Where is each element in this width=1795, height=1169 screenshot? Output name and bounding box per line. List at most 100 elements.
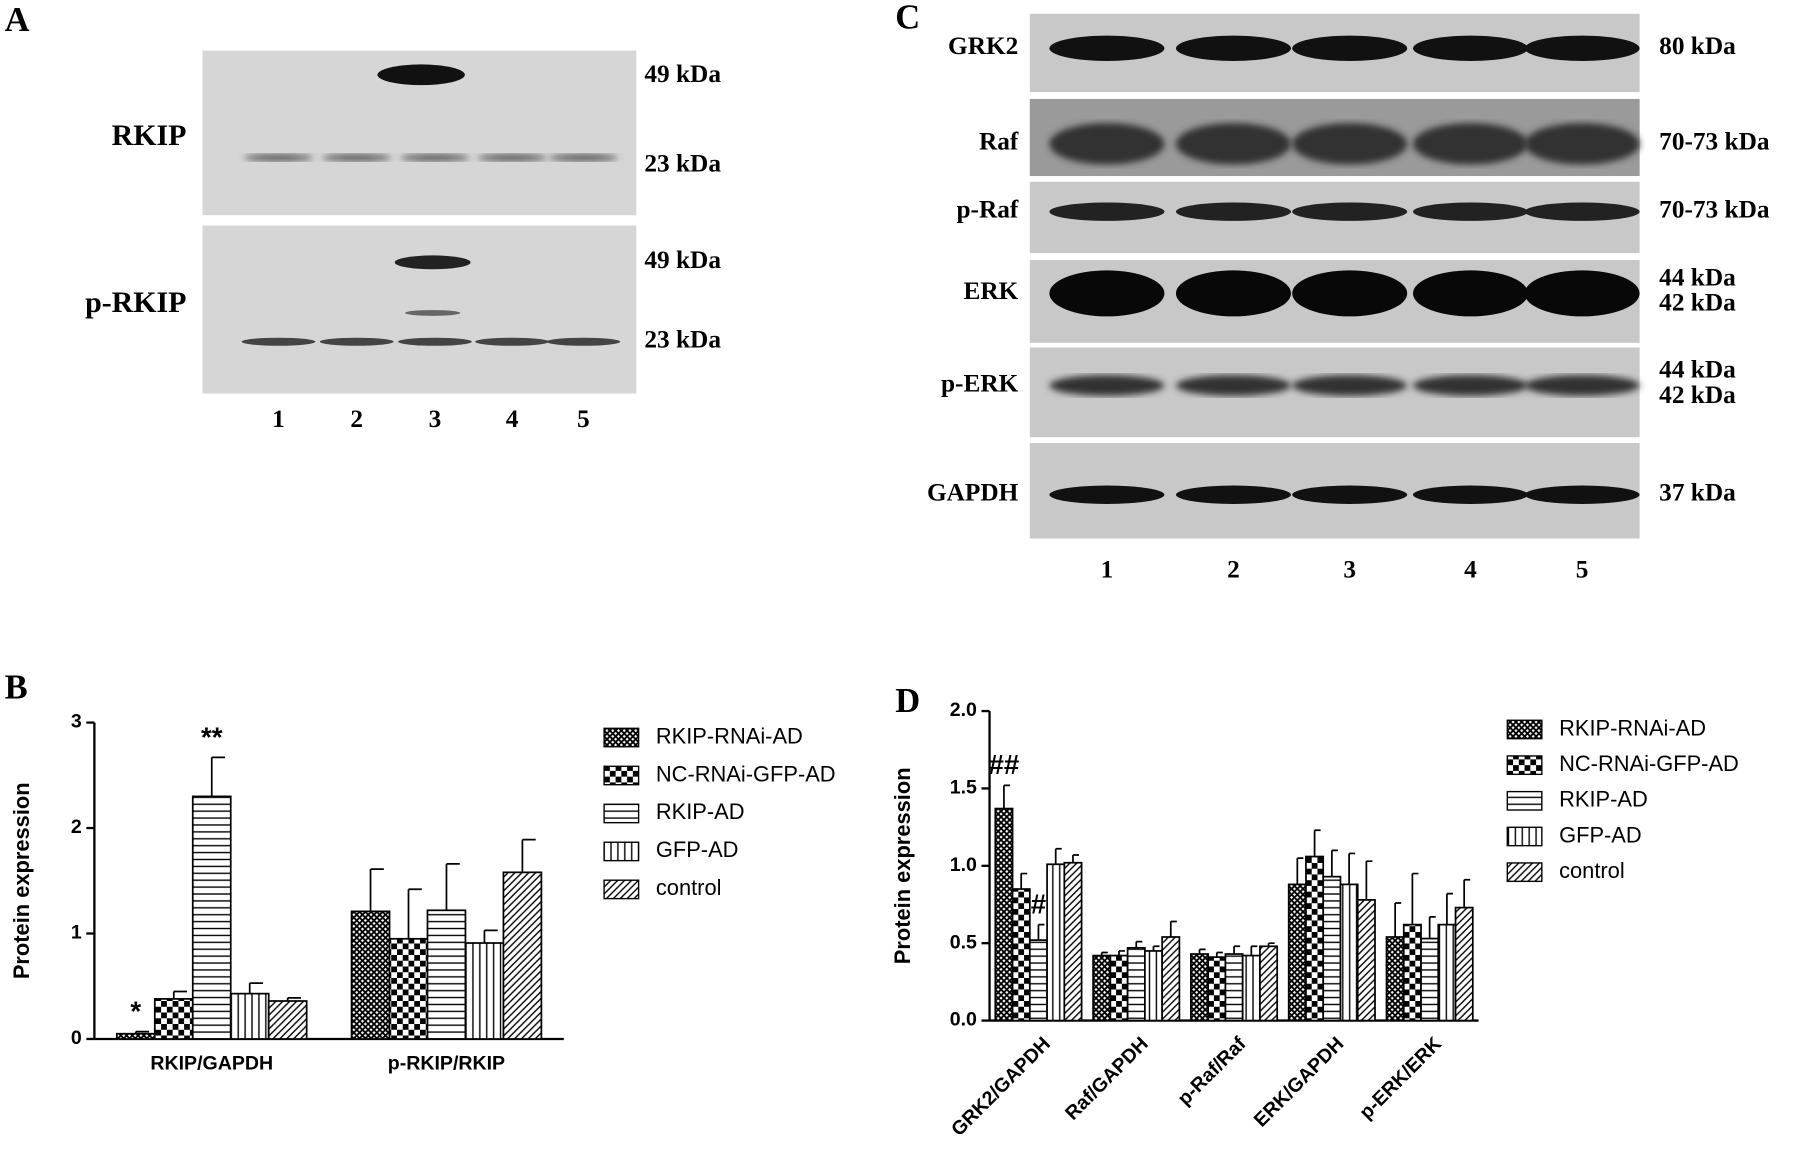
band [1524, 375, 1640, 396]
error-bar [407, 888, 422, 939]
band [1412, 202, 1529, 221]
lane-label: 4 [506, 405, 519, 433]
band [1049, 123, 1165, 165]
legend-label: NC-RNAi-GFP-AD [1559, 751, 1739, 776]
legend-label: RKIP-RNAi-AD [1559, 715, 1706, 740]
lane-label: 3 [1343, 556, 1356, 584]
bar [1241, 954, 1261, 1022]
bar [1287, 883, 1307, 1022]
error-bar [1313, 829, 1321, 857]
bar [502, 871, 543, 1040]
error-bar [1037, 923, 1045, 941]
legend-label: RKIP-AD [1559, 787, 1648, 812]
band [1049, 202, 1165, 221]
legend-swatch [1506, 790, 1543, 811]
kda-marker: 49 kDa [644, 246, 721, 274]
band [1175, 35, 1292, 61]
bar [1144, 950, 1163, 1022]
legend-label: GFP-AD [1559, 822, 1642, 847]
bar [1109, 954, 1129, 1022]
error-bar [1267, 942, 1275, 947]
bar [1011, 888, 1031, 1022]
kda-marker: 70-73 kDa [1659, 128, 1770, 156]
error-bar [1198, 948, 1206, 955]
band [1524, 485, 1640, 504]
error-bar [1330, 849, 1338, 877]
band [1292, 202, 1408, 221]
band [1175, 375, 1292, 396]
error-bar [1365, 860, 1373, 900]
band [243, 154, 313, 162]
blot-row-label: Raf [979, 128, 1019, 156]
bar [1322, 875, 1342, 1022]
error-bar [1428, 916, 1436, 939]
kda-marker: 49 kDa [644, 60, 721, 88]
bar [1063, 861, 1083, 1022]
band [1412, 35, 1529, 61]
error-bar [286, 996, 301, 1002]
band [1175, 202, 1292, 221]
band [1292, 35, 1408, 61]
bar [1339, 883, 1359, 1022]
y-tick-label: 0 [71, 1027, 82, 1049]
lane-label: 5 [577, 405, 590, 433]
band [1292, 270, 1408, 317]
y-tick-label: 2.0 [950, 699, 977, 721]
bar [426, 909, 467, 1040]
bar [153, 998, 194, 1040]
panel-label: B [5, 668, 28, 706]
error-bar [1250, 945, 1258, 956]
error-bar [1072, 854, 1080, 863]
lane-label: 1 [272, 405, 285, 433]
error-bar [1233, 945, 1241, 955]
blot-row-label: p-ERK [941, 369, 1019, 397]
bar [191, 795, 232, 1040]
band [477, 154, 547, 162]
band [377, 64, 465, 86]
error-bar [1348, 852, 1356, 885]
kda-marker: 42 kDa [1659, 289, 1736, 317]
bar [1207, 956, 1227, 1022]
band [398, 337, 472, 346]
band [475, 337, 549, 346]
x-tick-label: Raf/GAPDH [1061, 1033, 1153, 1125]
band [1524, 202, 1640, 221]
lane-label: 3 [429, 405, 442, 433]
error-bar [445, 863, 460, 911]
lane-label: 4 [1464, 556, 1477, 584]
x-tick-label: ERK/GAPDH [1250, 1033, 1348, 1131]
bar [1402, 923, 1422, 1022]
legend-swatch [603, 727, 640, 748]
error-bar [134, 1030, 150, 1034]
significance-mark: ** [201, 721, 223, 752]
error-bar [1100, 951, 1108, 956]
y-tick-label: 1 [71, 922, 82, 944]
band [1175, 485, 1292, 504]
band [319, 337, 394, 346]
band [1049, 35, 1165, 61]
significance-mark: * [130, 995, 141, 1026]
band [405, 310, 461, 316]
panel-label: C [895, 0, 920, 37]
band [1524, 123, 1640, 165]
error-bar [1296, 857, 1304, 885]
band [1049, 375, 1165, 396]
x-tick-label: RKIP/GAPDH [150, 1052, 273, 1074]
band [394, 255, 471, 270]
band [322, 154, 392, 162]
error-bar [210, 756, 226, 797]
error-bar [1446, 892, 1453, 925]
lane-label: 1 [1101, 556, 1114, 584]
band [1049, 270, 1165, 317]
bar [229, 992, 270, 1040]
y-tick-label: 1.0 [950, 854, 977, 876]
band [1049, 485, 1165, 504]
kda-marker: 70-73 kDa [1659, 196, 1770, 224]
blot-row-label: GRK2 [948, 32, 1018, 60]
band [1292, 123, 1408, 165]
lane-label: 2 [350, 405, 363, 433]
bar [994, 807, 1014, 1022]
bar [115, 1032, 156, 1040]
bar [1092, 954, 1112, 1022]
